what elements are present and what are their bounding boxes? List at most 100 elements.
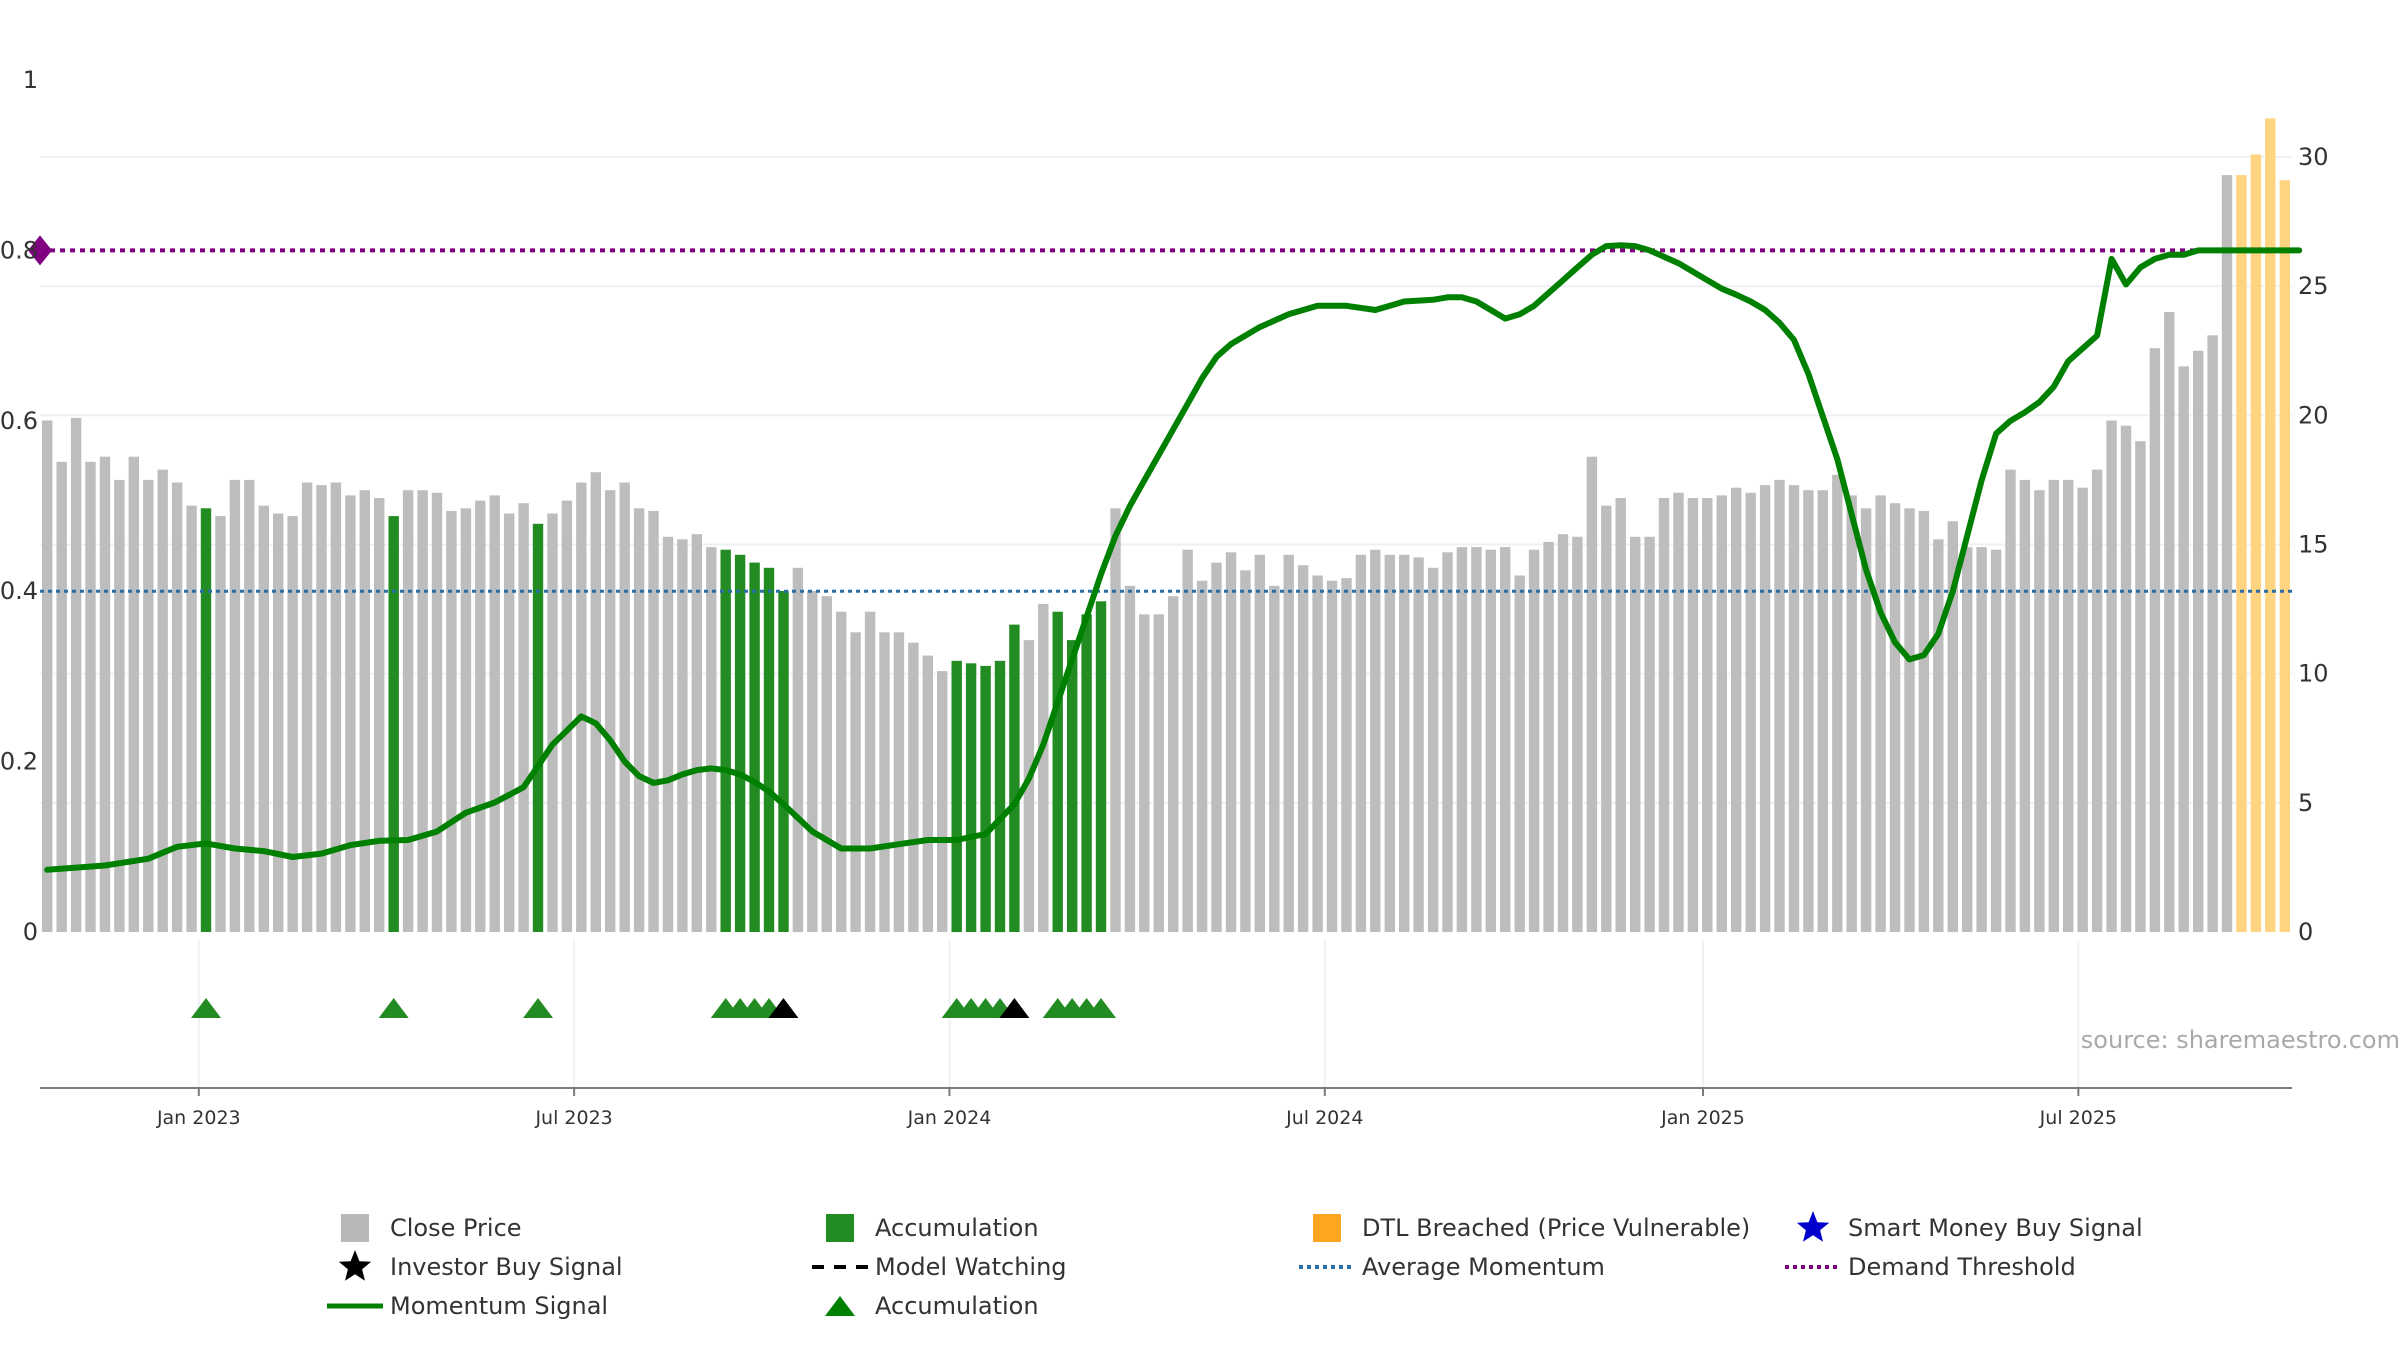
y-right-tick: 20	[2298, 401, 2329, 429]
close-price-bar	[662, 536, 674, 933]
legend-symbol-star	[1778, 1210, 1848, 1246]
close-price-bar	[1630, 536, 1641, 933]
close-price-bar	[1153, 614, 1164, 933]
close-price-bar	[1355, 554, 1367, 932]
close-price-bar	[1990, 549, 2002, 932]
y-left-tick: 1	[23, 66, 38, 94]
x-tick-label: Jul 2025	[2039, 1107, 2117, 1129]
close-price-bar	[922, 655, 933, 932]
close-price-bar	[1038, 603, 1049, 932]
close-price-bar	[1774, 479, 1785, 932]
close-price-bar	[1399, 554, 1410, 932]
accumulation-bar	[778, 591, 789, 932]
y-left-tick: 0.8	[0, 236, 38, 264]
y-right-tick: 15	[2298, 531, 2329, 559]
close-price-bar	[1962, 547, 1973, 932]
accumulation-bar	[1067, 640, 1078, 932]
close-price-bar	[1254, 554, 1265, 932]
legend-symbol-square	[320, 1210, 390, 1246]
close-price-bar	[1658, 498, 1670, 932]
close-price-bar	[836, 611, 847, 932]
x-tick-label: Jul 2023	[534, 1107, 612, 1129]
close-price-bar	[460, 508, 472, 932]
close-price-bar	[504, 513, 515, 932]
close-price-bar	[215, 516, 226, 932]
momentum-signal-line	[44, 242, 2303, 873]
close-price-bar	[1139, 614, 1150, 933]
close-price-bar	[2063, 479, 2074, 932]
accumulation-marker	[191, 998, 222, 1018]
threshold-diamond-marker	[28, 235, 52, 266]
close-price-bar	[2019, 479, 2031, 932]
close-price-bar	[821, 596, 832, 932]
legend-label: DTL Breached (Price Vulnerable)	[1362, 1214, 1751, 1242]
close-price-bar	[619, 482, 630, 932]
close-price-bar	[1673, 492, 1684, 932]
accumulation-bar	[994, 660, 1006, 933]
y-right-tick: 30	[2298, 143, 2329, 171]
close-price-bar	[605, 490, 616, 932]
x-tick-label: Jul 2024	[1285, 1107, 1363, 1129]
legend-symbol-dotted	[1292, 1249, 1362, 1285]
legend-item: Accumulation	[805, 1210, 1039, 1246]
close-price-bar	[1904, 508, 1915, 932]
close-price-bar	[1933, 539, 1944, 932]
close-price-bar	[42, 420, 53, 932]
legend-item: Momentum Signal	[320, 1288, 608, 1324]
dtl-breached-bar	[2250, 154, 2262, 932]
close-price-bar	[1196, 580, 1208, 932]
close-price-bar	[850, 632, 861, 932]
accumulation-bar	[1009, 624, 1020, 932]
accumulation-marker	[523, 998, 554, 1018]
close-price-bar	[186, 505, 197, 932]
close-price-bar	[1240, 570, 1251, 932]
legend-label: Accumulation	[875, 1214, 1039, 1242]
close-price-bar	[1860, 508, 1872, 932]
close-price-bar	[807, 591, 818, 932]
close-price-bar	[85, 461, 96, 932]
close-price-bar	[345, 495, 356, 932]
gridlines	[40, 156, 2292, 1088]
y-right-tick: 25	[2298, 272, 2329, 300]
close-price-bar	[1976, 547, 1987, 932]
close-price-bar	[244, 479, 255, 932]
close-price-bar	[1312, 575, 1323, 932]
close-price-bar	[561, 500, 573, 932]
close-price-bar	[864, 611, 876, 932]
legend-item: Average Momentum	[1292, 1249, 1605, 1285]
legend-symbol-square	[1292, 1210, 1362, 1246]
close-price-bar	[316, 485, 327, 932]
investor-buy-marker	[999, 998, 1030, 1018]
close-price-bar	[937, 671, 948, 932]
close-price-bar	[2207, 335, 2218, 933]
legend-symbol-dotted	[1778, 1249, 1848, 1285]
signal-lines	[28, 235, 2303, 873]
close-price-bar	[1832, 474, 1843, 933]
legend-item: Close Price	[320, 1210, 522, 1246]
close-price-bar	[2091, 469, 2103, 932]
x-tick-label: Jan 2024	[907, 1107, 992, 1129]
close-price-bar	[475, 500, 486, 932]
accumulation-marker	[378, 998, 409, 1018]
legend-label: Model Watching	[875, 1253, 1067, 1281]
close-price-bar	[1110, 508, 1121, 932]
legend-symbol-star	[320, 1249, 390, 1285]
close-price-bar	[1168, 596, 1179, 932]
y-right-tick: 5	[2298, 789, 2313, 817]
close-price-bar	[1601, 505, 1612, 932]
close-price-bar	[792, 567, 804, 933]
close-price-bar	[1211, 562, 1222, 932]
close-price-bar	[633, 508, 645, 932]
close-price-bar	[128, 456, 139, 932]
chart-legend: Close Price Accumulation DTL Breached (Pri…	[320, 1210, 2220, 1340]
close-price-bar	[2048, 479, 2059, 932]
close-price-bar	[1803, 490, 1814, 932]
close-price-bar	[2178, 366, 2189, 933]
close-price-bar	[1456, 547, 1468, 932]
accumulation-bar	[980, 665, 991, 932]
accumulation-bar	[965, 663, 977, 932]
close-price-bar	[1182, 549, 1193, 932]
x-tick-label: Jan 2023	[156, 1107, 241, 1129]
